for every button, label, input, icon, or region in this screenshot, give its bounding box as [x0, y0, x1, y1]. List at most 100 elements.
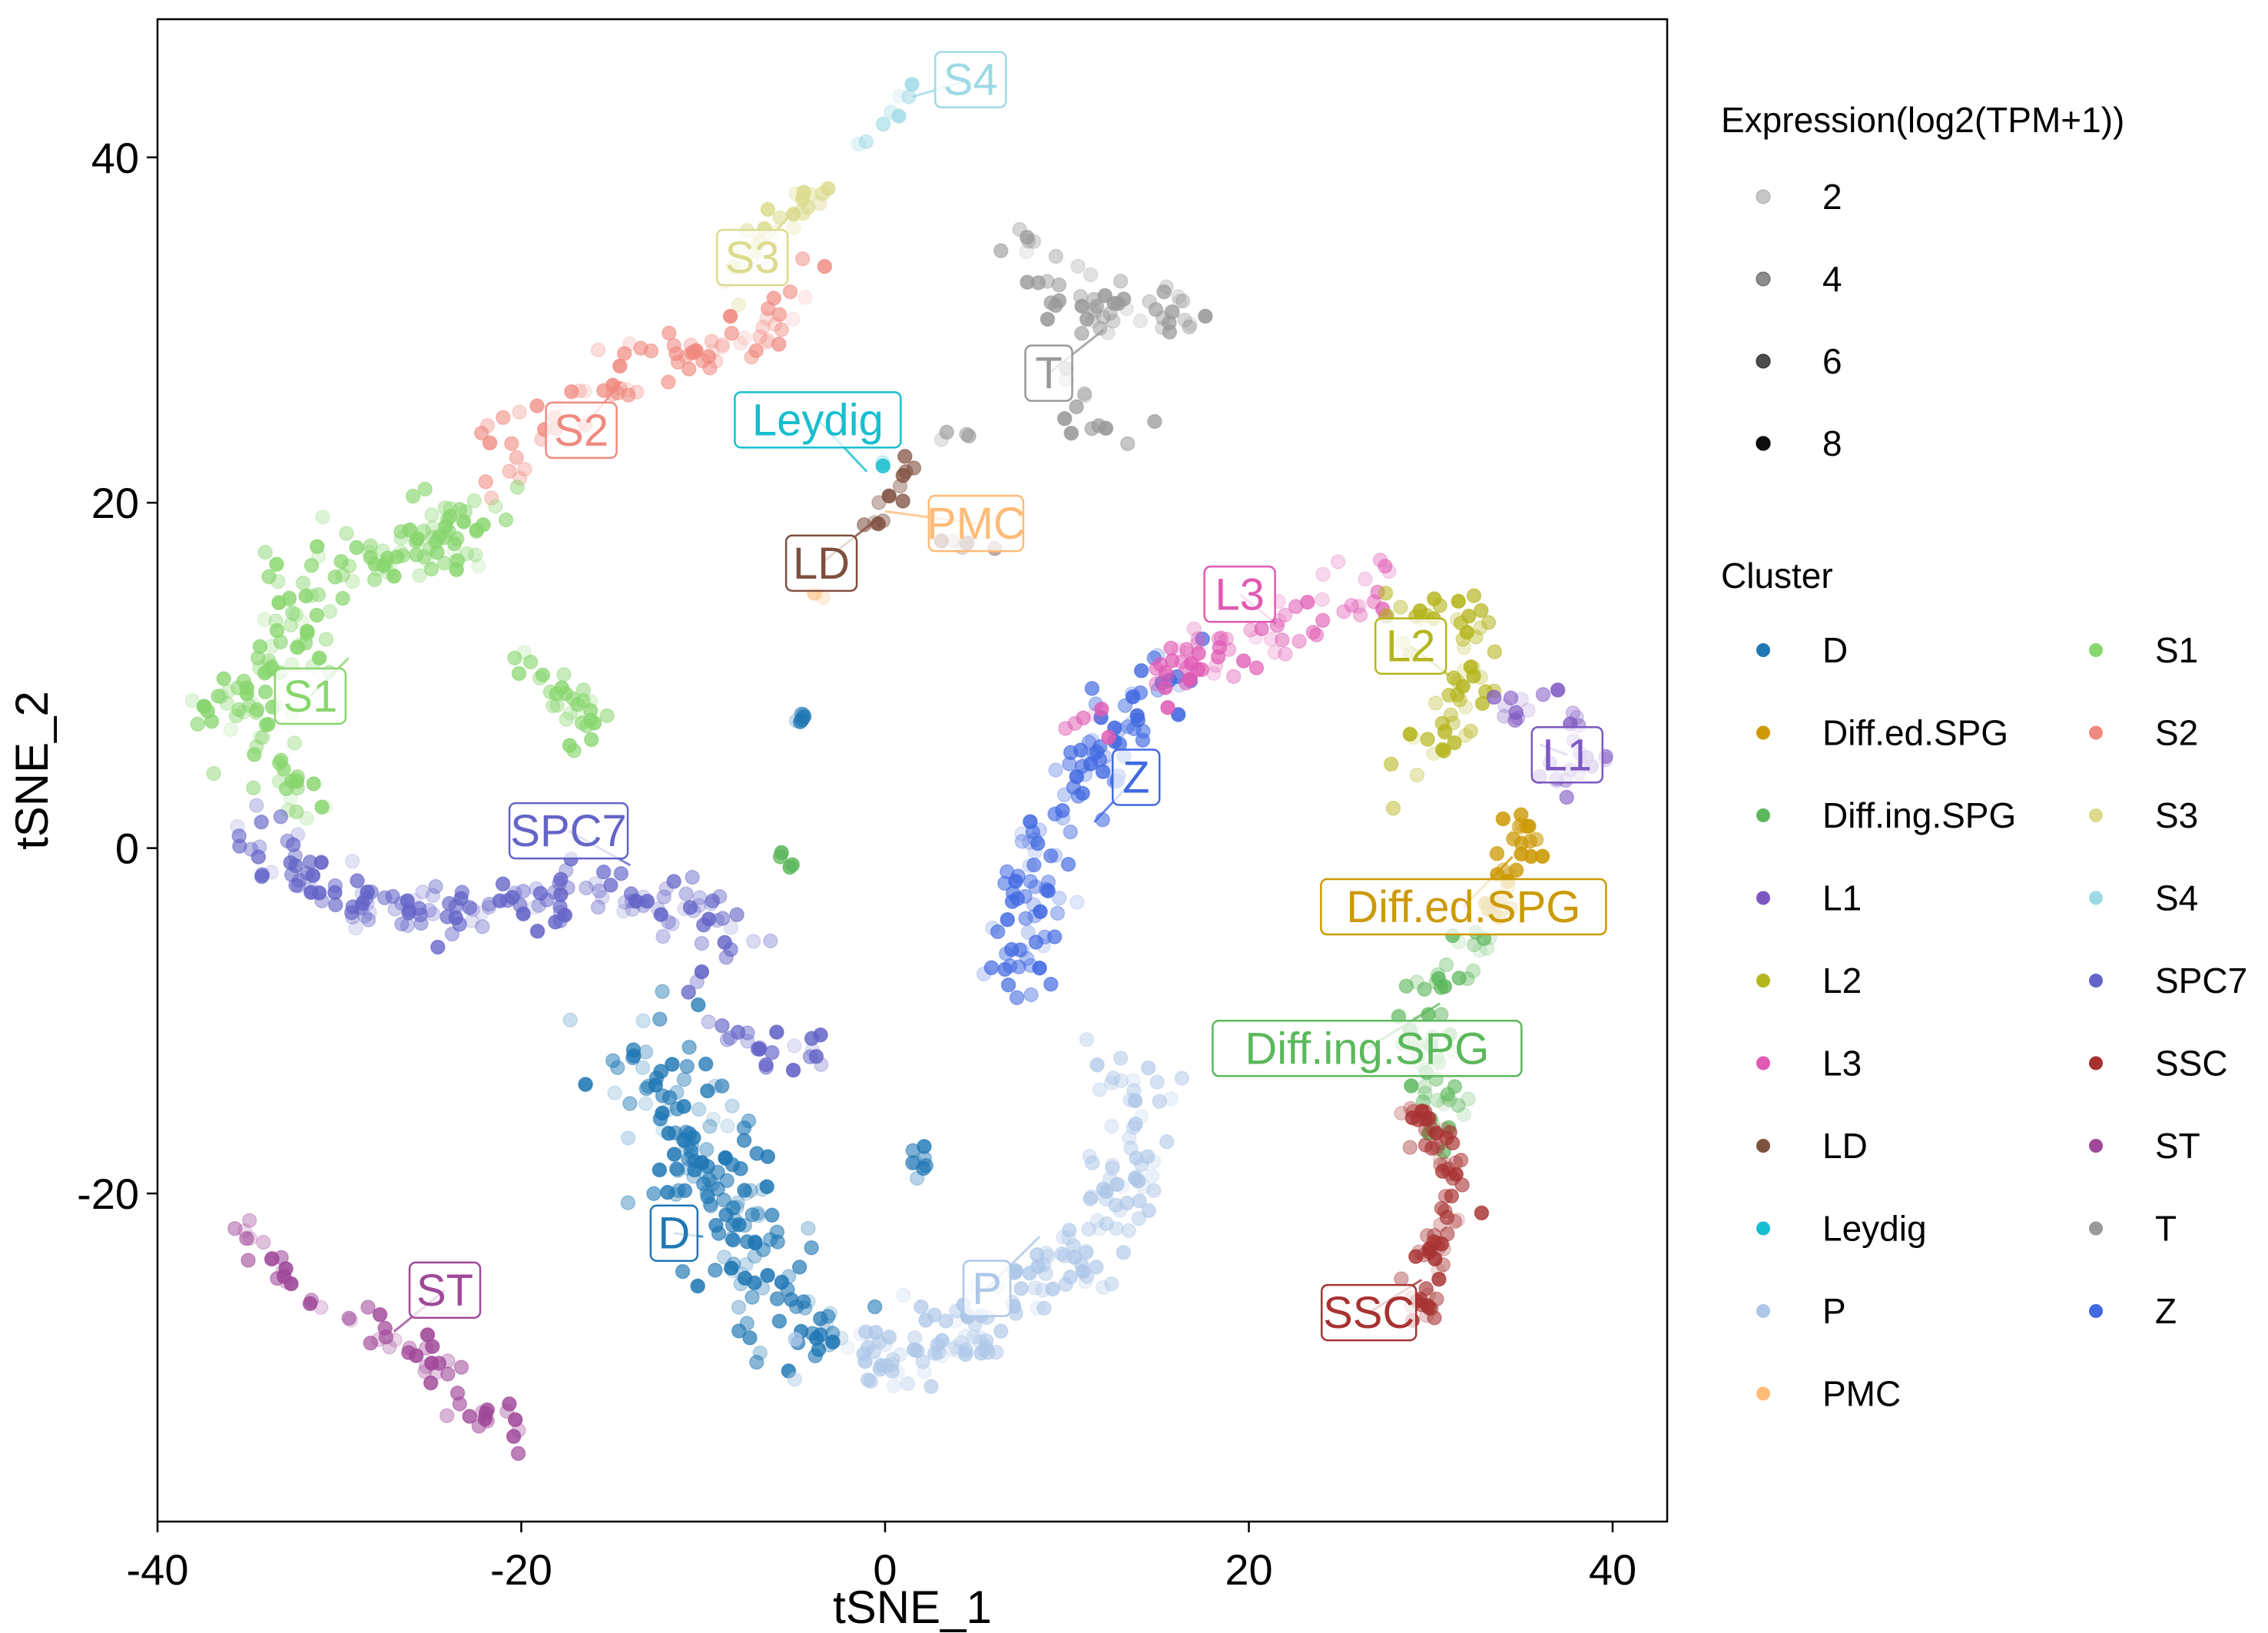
point-spc7: [677, 901, 692, 917]
point-p: [1075, 1263, 1091, 1280]
point-st: [241, 1213, 257, 1228]
point-st: [275, 1263, 290, 1279]
point-p: [933, 1348, 949, 1363]
point-ssc: [1444, 1188, 1460, 1204]
point-spc7: [254, 814, 269, 830]
cluster-label-box: [1024, 344, 1073, 402]
point-d: [718, 1150, 733, 1166]
point-z: [1020, 924, 1036, 941]
point-s1: [249, 702, 265, 718]
point-d: [725, 1263, 741, 1279]
point-s2: [752, 329, 768, 344]
point-s4: [850, 136, 866, 152]
point-s1: [260, 716, 276, 732]
point-ssc: [1438, 1161, 1454, 1177]
point-ssc: [1431, 1263, 1446, 1278]
point-s1: [314, 799, 330, 815]
point-l1: [1559, 789, 1574, 805]
point-d: [698, 1142, 715, 1157]
point-t: [1040, 311, 1056, 327]
point-s1: [271, 755, 287, 771]
point-t: [1020, 234, 1036, 249]
point-ssc: [1474, 1205, 1490, 1221]
point-t: [1079, 311, 1095, 327]
point-l3: [1300, 594, 1315, 610]
point-diff-ing-spg: [1417, 981, 1432, 997]
point-p: [1082, 1149, 1097, 1164]
point-spc7: [283, 855, 299, 871]
legend-label: T: [2155, 1209, 2177, 1249]
point-p: [890, 1364, 905, 1380]
cluster-label-box: [734, 391, 902, 449]
point-s1: [507, 650, 522, 666]
point-t: [1073, 289, 1089, 304]
legend-label: S1: [2155, 630, 2198, 670]
cluster-label-s1: S1: [283, 672, 337, 722]
point-l2: [1445, 715, 1461, 731]
point-spc7: [250, 849, 267, 865]
point-s1: [562, 705, 579, 721]
point-d: [747, 1249, 762, 1264]
point-t: [1077, 388, 1093, 403]
point-s1: [335, 567, 350, 583]
point-p: [1141, 1203, 1156, 1219]
point-s2: [633, 340, 648, 356]
point-s1: [509, 480, 526, 495]
point-st: [449, 1386, 466, 1401]
point-s2: [744, 349, 759, 365]
point-d: [710, 1181, 725, 1197]
point-p: [840, 1340, 856, 1356]
point-p: [856, 1346, 872, 1362]
point-s1: [416, 549, 432, 565]
point-st: [453, 1359, 469, 1375]
point-z: [1023, 874, 1038, 889]
point-z: [1038, 881, 1054, 898]
point-s2: [760, 333, 776, 348]
point-ssc: [1426, 1234, 1442, 1250]
point-d: [738, 1256, 754, 1273]
point-l3: [1378, 558, 1393, 574]
legend-key-l3: [1756, 1056, 1770, 1070]
legend-label: S2: [2155, 713, 2198, 753]
point-st: [360, 1299, 376, 1315]
point-l1: [1565, 705, 1581, 721]
point-d: [791, 1260, 807, 1275]
point-s1: [333, 553, 349, 569]
point-ssc: [1431, 1271, 1447, 1287]
point-t: [1102, 305, 1118, 321]
point-ssc: [1426, 1122, 1441, 1138]
point-l3: [1191, 646, 1206, 661]
point-spc7: [474, 905, 489, 921]
point-p: [877, 1336, 894, 1353]
cluster-label-s2: S2: [554, 406, 608, 456]
y-axis-title: tSNE_2: [6, 691, 58, 850]
point-l2: [1456, 640, 1472, 656]
point-spc7: [653, 907, 669, 922]
point-t: [1087, 303, 1102, 318]
point-s2: [577, 383, 592, 399]
point-s1: [393, 530, 409, 546]
point-p: [1095, 1280, 1111, 1296]
point-z: [1026, 897, 1042, 913]
point-d: [801, 1293, 816, 1309]
point-diff-ing-spg: [1418, 1085, 1433, 1101]
point-t: [939, 424, 954, 440]
axes: -40 -20 0 20 40 -20 0 20 40: [77, 134, 1636, 1594]
legend-label: S4: [2155, 878, 2198, 918]
point-l3: [1149, 661, 1164, 676]
point-spc7: [394, 916, 410, 932]
cluster-label-ld: LD: [793, 539, 850, 589]
point-s1: [257, 612, 273, 627]
point-s2: [616, 346, 632, 361]
point-spc7: [481, 899, 497, 915]
point-s2: [702, 360, 718, 376]
point-z: [1043, 848, 1059, 864]
legend-key-ssc: [2089, 1056, 2103, 1070]
point-spc7: [328, 897, 343, 913]
point-spc7: [729, 907, 744, 923]
point-p: [1104, 1118, 1119, 1134]
point-t: [1182, 317, 1198, 332]
x-tick-label: -40: [127, 1545, 189, 1594]
point-d: [737, 1183, 752, 1198]
cluster-label-box: [927, 494, 1025, 553]
